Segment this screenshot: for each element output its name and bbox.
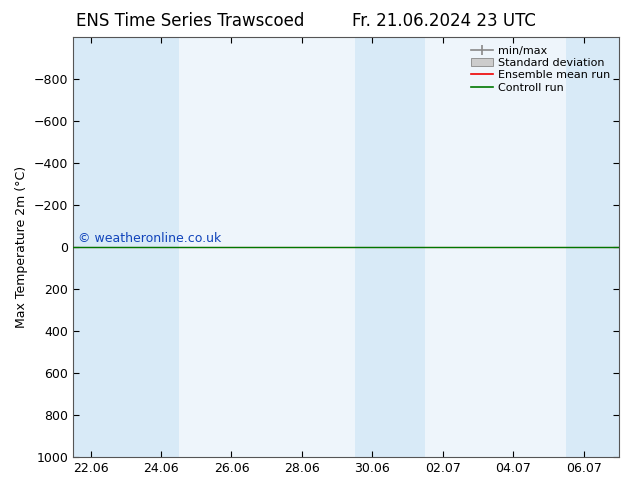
Text: Fr. 21.06.2024 23 UTC: Fr. 21.06.2024 23 UTC <box>352 12 536 30</box>
Text: © weatheronline.co.uk: © weatheronline.co.uk <box>79 232 222 245</box>
Bar <box>73 37 179 457</box>
Text: ENS Time Series Trawscoed: ENS Time Series Trawscoed <box>76 12 304 30</box>
Bar <box>566 37 619 457</box>
Y-axis label: Max Temperature 2m (°C): Max Temperature 2m (°C) <box>15 166 28 328</box>
Legend: min/max, Standard deviation, Ensemble mean run, Controll run: min/max, Standard deviation, Ensemble me… <box>468 43 614 96</box>
Bar <box>355 37 425 457</box>
